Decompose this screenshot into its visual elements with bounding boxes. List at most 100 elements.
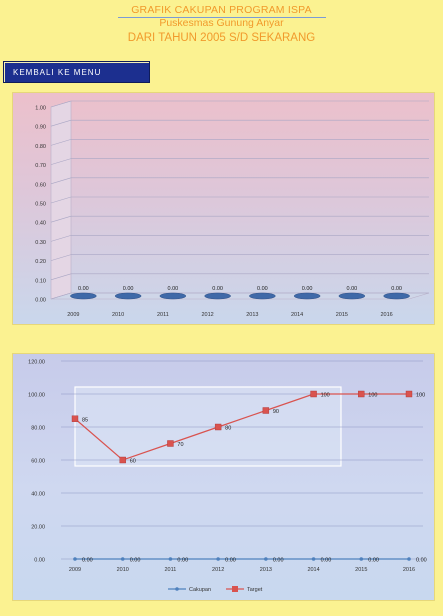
bar [204,292,231,300]
y-tick-label: 80.00 [31,426,45,432]
y-tick-label: 0.90 [35,125,46,131]
x-tick-label: 2009 [67,312,79,318]
y-tick-label: 0.00 [35,298,46,304]
gridline-depth [50,235,72,242]
data-label-target: 90 [273,409,279,415]
gridline-depth [50,119,72,127]
bar-value-label: 0.00 [212,286,223,292]
x-tick-label: 2012 [212,567,224,573]
x-tick-label: 2015 [336,312,348,318]
bar-value-label: 0.00 [302,286,313,292]
y-tick-label: 120.00 [28,360,45,366]
line-chart-frame: 0.00 20.00 40.00 60.00 80.00 100.00 120.00 2009… [12,353,435,601]
x-tick-label: 2011 [157,312,169,318]
y-tick-label: 0.60 [35,182,46,188]
y-tick-label: 100.00 [28,393,45,399]
data-label-target: 100 [368,393,377,399]
legend-marker [175,587,179,591]
data-point-cakupan [73,557,77,561]
bar-value-label: 0.00 [347,286,358,292]
y-tick-label: 0.80 [35,144,46,150]
bar-value-label: 0.00 [257,286,268,292]
y-tick-label: 0.70 [35,163,46,169]
data-point-target [262,407,270,414]
y-tick-label: 0.10 [35,278,46,284]
y-tick-label: 1.00 [35,106,46,112]
data-label-cakupan: 0.00 [321,558,332,564]
x-tick-label: 2011 [165,567,177,573]
gridline-depth [50,100,72,108]
y-tick-label: 20.00 [31,525,45,531]
data-label-cakupan: 0.00 [177,558,188,564]
data-point-target [310,390,317,398]
bar-value-label: 0.00 [168,286,179,292]
page-title: GRAFIK CAKUPAN PROGRAM ISPA [131,4,312,16]
bar-value-label: 0.00 [391,286,402,292]
page-period: DARI TAHUN 2005 S/D SEKARANG [127,32,316,44]
back-to-menu-button[interactable]: KEMBALI KE MENU [3,61,150,83]
data-point-cakupan [359,557,364,561]
data-label-target: 80 [225,426,231,432]
gridline-depth [50,273,72,281]
bar-chart: 0.00 0.10 0.20 0.30 0.40 0.50 0.60 0.70 0.80 0.90… [35,100,430,318]
bar-value-label: 0.00 [123,286,134,292]
page-subtitle: Puskesmas Gunung Anyar [159,17,284,29]
data-point-cakupan [216,557,220,561]
x-tick-label: 2014 [291,312,303,318]
y-tick-label: 0.30 [35,240,46,246]
legend-marker [232,586,238,592]
data-point-target [405,390,413,398]
bar [383,292,410,300]
data-label-target: 70 [177,442,183,448]
bar [338,292,366,300]
data-point-target [214,423,222,431]
y-tick-label: 0.20 [35,259,46,265]
bar [159,292,187,300]
y-tick-label: 0.50 [35,202,46,208]
y-tick-label: 0.40 [35,221,46,227]
gridline-depth [50,215,72,223]
x-tick-label: 2010 [117,567,129,573]
data-point-target [167,440,174,447]
data-label-cakupan: 0.00 [82,558,93,564]
y-tick-label: 60.00 [31,459,45,465]
data-label-cakupan: 0.00 [273,558,284,564]
title-divider [118,17,326,18]
x-tick-label: 2013 [246,312,258,318]
bar-chart-frame: 0.00 0.10 0.20 0.30 0.40 0.50 0.60 0.70 0.80 0.90… [12,92,435,325]
bar-value-label: 0.00 [78,286,89,292]
data-label-target: 85 [82,417,88,423]
bar [293,292,321,300]
gridline-depth [50,139,72,146]
x-tick-label: 2016 [381,312,393,318]
x-tick-label: 2012 [202,312,214,318]
bar [114,292,142,300]
back-to-menu-label: KEMBALI KE MENU [13,67,102,77]
y-tick-label: 0.00 [34,558,45,564]
x-tick-label: 2014 [307,567,319,573]
bar [70,292,97,300]
bar [249,292,276,300]
legend-label: Cakupan [189,587,211,593]
gridline-depth [50,158,72,165]
data-point-cakupan [407,557,411,561]
x-tick-label: 2016 [403,567,415,573]
data-label-cakupan: 0.00 [225,558,236,564]
data-point-cakupan [311,557,316,561]
series-line-target [74,393,409,461]
data-label-cakupan: 0.00 [368,558,379,564]
data-point-cakupan [168,557,173,561]
legend-label: Target [247,587,263,593]
data-label-target: 100 [321,393,330,399]
data-point-target [358,390,365,398]
x-tick-label: 2013 [260,567,272,573]
x-tick-label: 2015 [355,567,367,573]
y-tick-label: 40.00 [31,492,45,498]
gridline-depth [50,177,72,185]
x-tick-label: 2010 [112,312,124,318]
gridline-depth [50,254,72,261]
data-point-target [119,456,126,464]
data-label-target: 100 [416,393,425,399]
floor [50,292,430,300]
x-tick-label: 2009 [69,567,81,573]
